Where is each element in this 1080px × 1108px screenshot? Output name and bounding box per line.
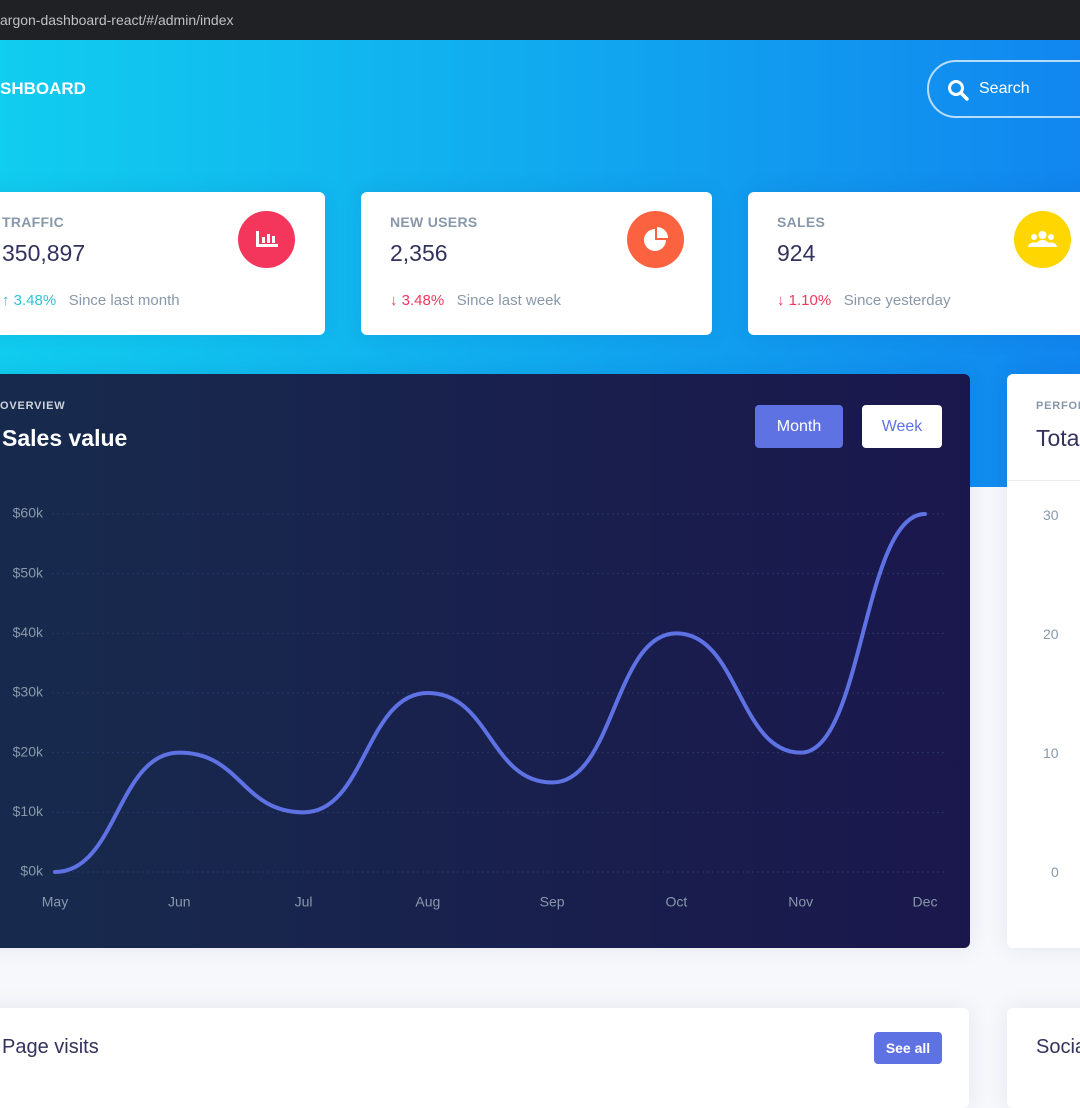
y-tick-label: 30 bbox=[1043, 507, 1059, 523]
stat-card: TRAFFIC 350,897 ↑ 3.48% Since last month bbox=[0, 192, 325, 335]
y-tick-label: $50k bbox=[13, 564, 44, 580]
stat-card: NEW USERS 2,356 ↓ 3.48% Since last week bbox=[361, 192, 712, 335]
stat-icon bbox=[1014, 211, 1071, 268]
stat-value: 350,897 bbox=[2, 240, 86, 266]
stat-icon bbox=[238, 211, 295, 268]
card-title: Page visits bbox=[2, 1036, 99, 1058]
stat-title: NEW USERS bbox=[390, 214, 478, 230]
url[interactable]: argon-dashboard-react/#/admin/index bbox=[0, 12, 234, 28]
social-card: Socia bbox=[1007, 1008, 1080, 1108]
stat-change-value: 3.48% bbox=[13, 292, 57, 309]
y-tick-label: $0k bbox=[20, 863, 44, 879]
x-tick-label: Oct bbox=[666, 894, 688, 910]
overline: PERFOR bbox=[1036, 400, 1080, 412]
x-tick-label: Jul bbox=[295, 894, 313, 910]
stat-value: 2,356 bbox=[390, 240, 448, 266]
stat-title: SALES bbox=[777, 214, 826, 230]
sales-line bbox=[53, 512, 927, 874]
x-tick-label: Nov bbox=[788, 894, 813, 910]
stat-title: TRAFFIC bbox=[2, 214, 64, 230]
stat-change-value: 3.48% bbox=[401, 292, 445, 309]
y-tick-label: $30k bbox=[13, 684, 44, 700]
x-tick-label: Aug bbox=[415, 894, 440, 910]
page: argon-dashboard-react/#/admin/index SHBO… bbox=[0, 0, 1080, 1064]
x-tick-label: Jun bbox=[168, 894, 191, 910]
tab-button[interactable]: Month bbox=[755, 405, 843, 448]
performance-card: PERFOR Tota 30 20 10 0 bbox=[1007, 374, 1080, 948]
stat-change: ↓ 3.48% bbox=[390, 292, 445, 309]
stat-period: Since last week bbox=[456, 292, 561, 309]
brand[interactable]: SHBOARD bbox=[0, 79, 86, 98]
y-tick-label: 20 bbox=[1043, 626, 1059, 642]
divider bbox=[1007, 480, 1080, 481]
page-visits-card: Page visits See all bbox=[0, 1008, 969, 1108]
y-tick-label: 0 bbox=[1051, 864, 1059, 880]
search-box[interactable]: Search bbox=[927, 60, 1080, 118]
y-tick-label: $40k bbox=[13, 624, 44, 640]
see-all-button[interactable]: See all bbox=[874, 1032, 942, 1064]
stat-card: SALES 924 ↓ 1.10% Since yesterday bbox=[748, 192, 1080, 335]
search-placeholder: Search bbox=[979, 80, 1030, 97]
y-tick-label: $20k bbox=[13, 743, 44, 759]
card-title: Sales value bbox=[2, 425, 128, 451]
sales-chart: $0k $10k $20k $30k $40k $50k $60k May Jun Jul Aug S… bbox=[13, 505, 945, 910]
stat-change: ↓ 1.10% bbox=[777, 292, 832, 309]
y-tick-label: 10 bbox=[1043, 745, 1059, 761]
overline: OVERVIEW bbox=[0, 400, 66, 412]
stat-change-value: 1.10% bbox=[788, 292, 832, 309]
card-title: Tota bbox=[1036, 425, 1080, 451]
y-tick-label: $10k bbox=[13, 803, 44, 819]
browser-bar: argon-dashboard-react/#/admin/index bbox=[0, 0, 1080, 40]
search-icon bbox=[948, 80, 969, 101]
card-title: Socia bbox=[1036, 1036, 1080, 1058]
x-tick-label: Sep bbox=[540, 894, 565, 910]
x-tick-label: May bbox=[42, 894, 68, 910]
sales-card: OVERVIEW Sales value Month Week bbox=[0, 374, 970, 948]
stat-period: Since yesterday bbox=[843, 292, 951, 309]
y-tick-label: $60k bbox=[13, 505, 44, 521]
tab-button[interactable]: Week bbox=[862, 405, 942, 448]
stat-icon bbox=[627, 211, 684, 268]
stat-value: 924 bbox=[777, 240, 816, 266]
stat-period: Since last month bbox=[68, 292, 180, 309]
stat-change: ↑ 3.48% bbox=[2, 292, 57, 309]
x-tick-label: Dec bbox=[913, 894, 938, 910]
